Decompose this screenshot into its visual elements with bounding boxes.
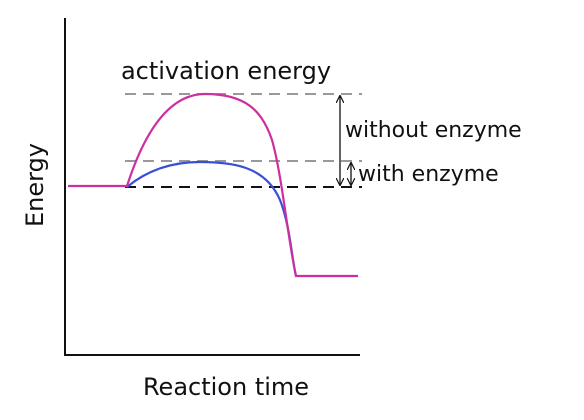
annotation: with enzyme	[358, 162, 499, 187]
axes	[64, 18, 360, 356]
no-enzyme-curve	[68, 92, 358, 278]
annotation: without enzyme	[345, 118, 522, 143]
enzyme-curve	[126, 160, 298, 277]
x-axis-label: Reaction time	[143, 373, 309, 401]
y-axis-label: Energy	[21, 143, 49, 227]
annotation: activation energy	[121, 57, 331, 85]
